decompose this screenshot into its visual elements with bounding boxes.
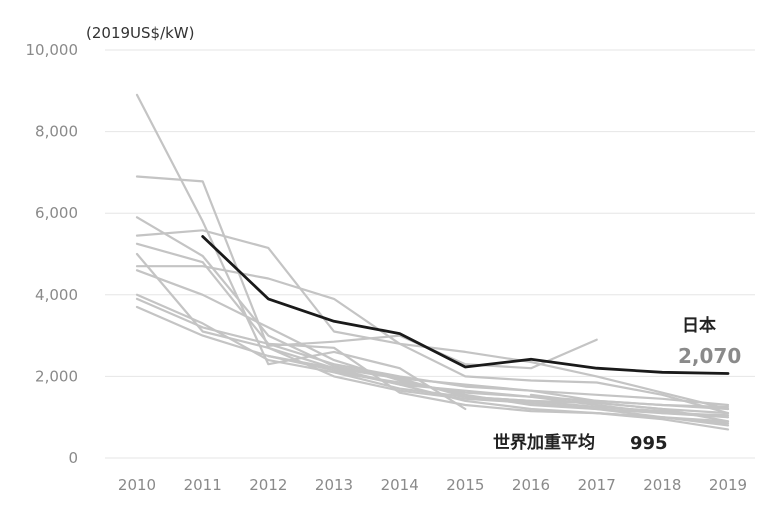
x-tick-label: 2012 [249, 476, 287, 494]
y-axis-ticks: 0 2,000 4,000 6,000 8,000 10,000 [26, 41, 79, 467]
gridlines [105, 49, 755, 459]
background-series-line [332, 371, 730, 419]
x-tick-label: 2014 [381, 476, 419, 494]
background-series-line [267, 354, 730, 409]
x-tick-label: 2010 [118, 476, 156, 494]
x-tick-label: 2016 [512, 476, 550, 494]
japan-label: 日本 [682, 315, 716, 336]
x-tick-label: 2018 [643, 476, 681, 494]
background-series-line [135, 252, 730, 417]
world-average-value: 995 [630, 433, 668, 454]
y-axis-unit-label: (2019US$/kW) [86, 24, 195, 42]
x-tick-label: 2019 [709, 476, 747, 494]
japan-value: 2,070 [678, 344, 741, 368]
world-average-label: 世界加重平均 [493, 432, 595, 453]
background-series-line [135, 265, 730, 415]
x-tick-label: 2017 [578, 476, 616, 494]
y-tick-label: 8,000 [35, 123, 78, 141]
background-series-line [529, 393, 730, 423]
highlight-series-group [201, 235, 730, 375]
y-tick-label: 6,000 [35, 204, 78, 222]
y-tick-label: 4,000 [35, 286, 78, 304]
background-series-line [595, 412, 730, 427]
y-tick-label: 10,000 [26, 41, 79, 59]
background-series-group [135, 93, 730, 431]
x-tick-label: 2013 [315, 476, 353, 494]
background-series-line [135, 229, 730, 411]
japan-series-line [201, 235, 730, 375]
background-series-line [135, 216, 730, 415]
x-tick-label: 2011 [184, 476, 222, 494]
x-tick-label: 2015 [446, 476, 484, 494]
x-axis-ticks: 2010 2011 2012 2013 2014 2015 2016 2017 2018 2019 [118, 476, 747, 494]
y-tick-label: 0 [68, 449, 78, 467]
y-tick-label: 2,000 [35, 367, 78, 385]
